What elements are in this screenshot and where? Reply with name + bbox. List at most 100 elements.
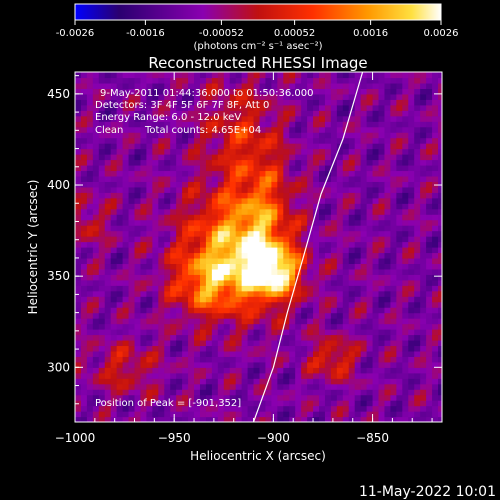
heatmap-cell: [301, 143, 308, 150]
heatmap-cell: [182, 367, 189, 374]
heatmap-cell: [223, 214, 231, 221]
heatmap-cell: [146, 268, 153, 275]
heatmap-cell: [402, 148, 409, 155]
heatmap-cell: [259, 132, 267, 139]
heatmap-cell: [390, 126, 397, 133]
heatmap-cell: [426, 279, 433, 286]
heatmap-cell: [283, 378, 290, 385]
heatmap-cell: [241, 197, 249, 204]
heatmap-cell: [122, 115, 130, 122]
heatmap-cell: [384, 208, 392, 215]
heatmap-cell: [217, 279, 225, 286]
heatmap-cell: [140, 230, 148, 237]
heatmap-cell: [235, 290, 243, 297]
heatmap-cell: [336, 236, 344, 243]
heatmap-cell: [301, 350, 308, 357]
heatmap-cell: [140, 197, 148, 204]
heatmap-cell: [110, 257, 118, 265]
heatmap-cell: [164, 219, 171, 226]
heatmap-cell: [277, 416, 284, 422]
heatmap-cell: [140, 99, 148, 106]
heatmap-cell: [80, 400, 88, 407]
heatmap-cell: [283, 143, 290, 150]
colorbar-tick-label: 0.00052: [274, 28, 315, 39]
heatmap-cell: [426, 126, 433, 133]
heatmap-cell: [432, 132, 439, 139]
heatmap-cell: [223, 247, 231, 254]
heatmap-cell: [319, 72, 326, 79]
heatmap-cell: [420, 208, 427, 215]
heatmap-cell: [182, 416, 189, 422]
heatmap-cell: [211, 77, 219, 84]
heatmap-cell: [301, 312, 308, 319]
heatmap-cell: [86, 214, 94, 221]
heatmap-cell: [420, 361, 427, 368]
heatmap-cell: [140, 378, 148, 385]
heatmap-cell: [408, 274, 415, 281]
heatmap-cell: [277, 296, 284, 303]
heatmap-cell: [116, 257, 124, 265]
heatmap-cell: [372, 367, 380, 374]
heatmap-cell: [259, 175, 267, 182]
heatmap-cell: [211, 208, 219, 215]
heatmap-cell: [342, 268, 350, 275]
heatmap-cell: [104, 93, 112, 100]
heatmap-cell: [217, 361, 225, 368]
heatmap-cell: [271, 203, 278, 210]
heatmap-cell: [199, 164, 207, 172]
heatmap-cell: [408, 175, 415, 182]
heatmap-cell: [414, 230, 421, 237]
heatmap-cell: [164, 411, 171, 418]
heatmap-cell: [134, 247, 142, 254]
heatmap-cell: [265, 143, 272, 150]
heatmap-cell: [402, 318, 409, 325]
heatmap-cell: [438, 181, 442, 188]
heatmap-cell: [366, 257, 374, 265]
heatmap-cell: [116, 323, 124, 330]
heatmap-cell: [164, 367, 171, 374]
heatmap-cell: [146, 323, 153, 330]
heatmap-cell: [223, 411, 231, 418]
heatmap-cell: [319, 372, 326, 379]
heatmap-cell: [229, 383, 237, 390]
heatmap-cell: [426, 208, 433, 215]
heatmap-cell: [354, 236, 362, 243]
heatmap-cell: [128, 241, 136, 248]
heatmap-cell: [205, 279, 213, 286]
heatmap-cell: [158, 323, 165, 330]
heatmap-cell: [432, 389, 439, 396]
heatmap-cell: [372, 411, 380, 418]
heatmap-cell: [110, 159, 118, 166]
heatmap-cell: [402, 389, 409, 396]
heatmap-cell: [152, 252, 159, 259]
heatmap-cell: [354, 318, 362, 325]
heatmap-cell: [301, 400, 308, 407]
heatmap-cell: [98, 115, 106, 122]
heatmap-cell: [301, 203, 308, 210]
heatmap-cell: [330, 99, 338, 106]
heatmap-cell: [301, 181, 308, 188]
heatmap-cell: [271, 93, 278, 100]
y-axis-label: Heliocentric Y (arcsec): [26, 180, 40, 315]
heatmap-cell: [241, 164, 249, 172]
heatmap-cell: [182, 175, 189, 182]
heatmap-cell: [390, 197, 397, 204]
heatmap-cell: [253, 247, 261, 254]
heatmap-cell: [140, 72, 148, 79]
heatmap-cell: [426, 148, 433, 155]
heatmap-cell: [146, 148, 153, 155]
heatmap-cell: [134, 307, 142, 314]
heatmap-cell: [110, 290, 118, 297]
heatmap-cell: [289, 367, 296, 374]
heatmap-cell: [313, 334, 320, 341]
heatmap-cell: [354, 148, 362, 155]
heatmap-cell: [86, 405, 94, 412]
heatmap-cell: [330, 372, 338, 379]
heatmap-cell: [110, 164, 118, 172]
heatmap-cell: [259, 257, 267, 265]
heatmap-cell: [319, 329, 326, 336]
heatmap-cell: [134, 77, 142, 84]
heatmap-cell: [324, 274, 332, 281]
heatmap-cell: [176, 312, 183, 319]
heatmap-cell: [223, 143, 231, 150]
